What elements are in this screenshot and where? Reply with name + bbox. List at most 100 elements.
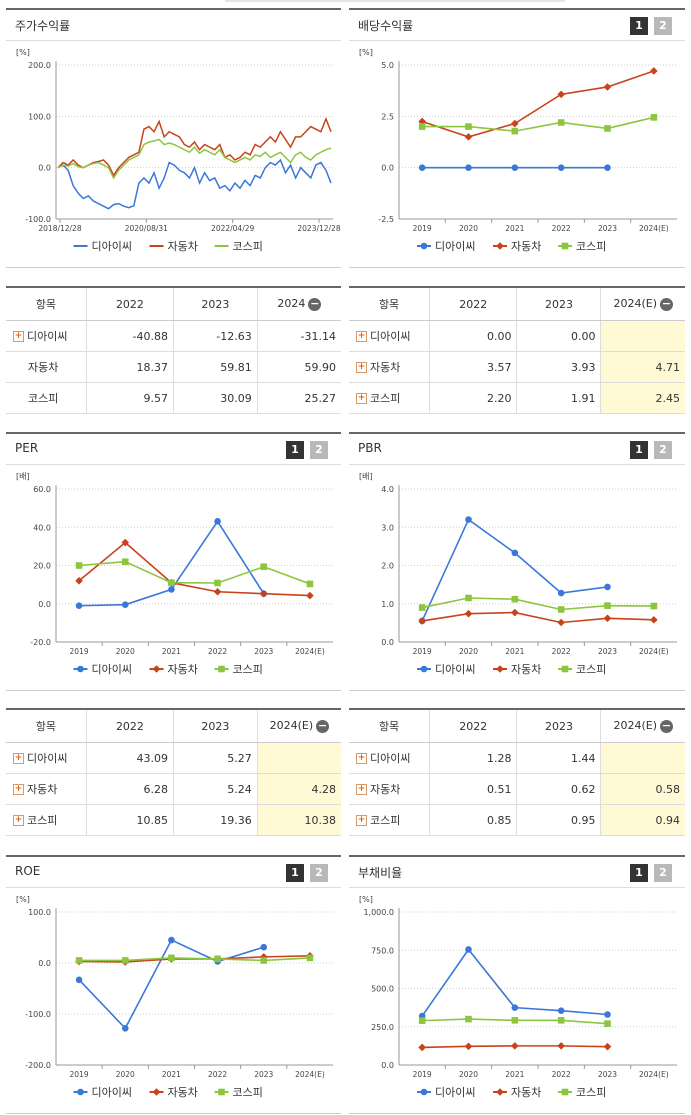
point-코스피	[511, 1017, 519, 1024]
value-cell: 3.57	[429, 351, 517, 383]
series-line-코스피	[79, 957, 310, 962]
row-name: 자동차	[370, 783, 401, 796]
point-코스피	[511, 127, 519, 135]
point-코스피	[604, 125, 611, 132]
column-header: 항목	[349, 288, 430, 321]
legend-label: 자동차	[168, 240, 198, 253]
column-header-label: 2022	[459, 297, 488, 311]
row-label-cell: + 자동차	[349, 773, 430, 805]
expand-plus-icon[interactable]: +	[356, 392, 367, 404]
expand-plus-icon[interactable]: +	[13, 783, 24, 795]
x-tick-label: 2018/12/28	[38, 224, 81, 233]
dividend-yield-plot: [%] 5.0 2.5 0.0 -2.5 2019 2020 2021 2022 2023 2024…	[359, 48, 677, 253]
collapse-minus-icon[interactable]: −	[660, 718, 673, 733]
column-header: 2022	[429, 288, 517, 321]
x-tick-label: 2022/04/29	[211, 224, 254, 233]
row-label-cell: 자동차	[6, 351, 87, 383]
legend-label: 디아이씨	[92, 1086, 132, 1099]
x-tick-label: 2019	[413, 647, 432, 656]
legend-marker	[218, 665, 225, 673]
point-디아이씨	[511, 1004, 519, 1011]
legend-marker	[77, 1088, 84, 1096]
y-unit-label: [%]	[16, 48, 30, 57]
table-row: 코스피 9.57 30.09 25.27	[6, 382, 341, 414]
y-tick-label: 0.0	[381, 164, 394, 173]
x-tick-label: 2022	[208, 647, 227, 656]
expand-plus-icon[interactable]: +	[13, 814, 24, 826]
page-2-button[interactable]: 2	[310, 864, 328, 882]
x-tick-label: 2020	[459, 1070, 478, 1079]
dividend-table: 항목 2022 2023 2024(E) − + 디아이씨 0.00 0.00 + 자동차 3.57 3…	[349, 286, 685, 414]
legend-label: 자동차	[168, 1086, 198, 1099]
table-row: + 디아이씨 43.09 5.27	[6, 742, 341, 774]
point-코스피	[168, 954, 175, 962]
point-자동차	[557, 1042, 565, 1050]
point-디아이씨	[75, 976, 83, 984]
page-1-button[interactable]: 1	[630, 441, 648, 459]
point-코스피	[465, 594, 472, 602]
row-label-cell: + 디아이씨	[6, 742, 87, 774]
collapse-minus-icon[interactable]: −	[316, 718, 330, 733]
value-cell: 30.09	[172, 382, 258, 414]
series-line-코스피	[79, 560, 311, 585]
pbr-table: 항목 2022 2023 2024(E) − + 디아이씨 1.28 1.44 + 자동차 0.51 0…	[349, 708, 685, 836]
page-1-button[interactable]: 1	[630, 17, 648, 35]
point-자동차	[464, 133, 473, 141]
value-cell: 0.00	[429, 320, 517, 352]
legend-label: 코스피	[576, 1086, 606, 1099]
page-2-button[interactable]: 2	[310, 441, 328, 459]
expand-plus-icon[interactable]: +	[356, 330, 367, 342]
pbr-table-grid: 항목 2022 2023 2024(E) − + 디아이씨 1.28 1.44 + 자동차 0.51 0…	[349, 710, 685, 836]
debt-ratio-chart-panel: 부채비율 1 2 [%] 1,000.0 750.0 500.0 250.0 0.0 2019 20…	[349, 855, 685, 1114]
expand-plus-icon[interactable]: +	[356, 814, 367, 826]
column-header-label: 2023	[544, 719, 573, 733]
y-tick-label: 0.0	[38, 959, 51, 968]
point-디아이씨	[465, 946, 472, 953]
point-자동차	[418, 1043, 426, 1052]
point-디아이씨	[418, 164, 426, 171]
expand-plus-icon[interactable]: +	[13, 330, 24, 342]
page-1-button[interactable]: 1	[286, 864, 304, 882]
page-2-button[interactable]: 2	[654, 441, 672, 459]
collapse-minus-icon[interactable]: −	[308, 296, 322, 311]
row-name: 코스피	[370, 392, 401, 405]
expand-plus-icon[interactable]: +	[356, 783, 367, 795]
point-코스피	[121, 957, 129, 964]
row-label-cell: + 코스피	[6, 804, 87, 836]
page-2-button[interactable]: 2	[654, 864, 672, 882]
point-코스피	[557, 119, 565, 126]
column-header-label: 2022	[115, 719, 144, 733]
dividend-yield-chart-panel: 배당수익률 1 2 [%] 5.0 2.5 0.0 -2.5 2019 2020 2021 2022 2…	[349, 8, 685, 268]
expand-plus-icon[interactable]: +	[356, 361, 367, 373]
legend-marker	[561, 1088, 569, 1096]
point-디아이씨	[121, 601, 129, 609]
page-2-button[interactable]: 2	[654, 17, 672, 35]
legend-label: 코스피	[233, 663, 263, 676]
collapse-minus-icon[interactable]: −	[660, 296, 673, 311]
y-tick-label: 2.0	[381, 562, 394, 571]
value-cell: 0.94	[600, 804, 685, 836]
value-cell: 5.27	[172, 742, 258, 774]
x-tick-label: 2023	[598, 224, 617, 233]
column-header: 2022	[429, 710, 517, 743]
x-tick-label: 2019	[70, 647, 89, 656]
stock-return-table-grid: 항목 2022 2023 2024− + 디아이씨 -40.88 -12.63 -31.14 자동…	[6, 288, 341, 414]
x-tick-label: 2019	[413, 224, 432, 233]
point-코스피	[465, 1015, 472, 1023]
value-cell: 1.28	[429, 742, 517, 774]
page-1-button[interactable]: 1	[286, 441, 304, 459]
table-row: + 디아이씨 -40.88 -12.63 -31.14	[6, 320, 341, 352]
column-header: 2023	[516, 288, 601, 321]
page-1-button[interactable]: 1	[630, 864, 648, 882]
x-tick-label: 2021	[505, 647, 524, 656]
column-header-label: 항목	[35, 720, 57, 733]
expand-plus-icon[interactable]: +	[356, 752, 367, 764]
legend-label: 디아이씨	[92, 240, 132, 253]
value-cell: 59.90	[256, 351, 341, 383]
roe-plot: [%] 100.0 0.0 -100.0 -200.0 2019 2020 2021 2022 2…	[16, 895, 333, 1099]
point-코스피	[306, 580, 314, 588]
expand-plus-icon[interactable]: +	[13, 752, 24, 764]
point-자동차	[603, 614, 612, 623]
column-header-label: 2022	[115, 297, 144, 311]
chart-title: 주가수익률	[15, 19, 71, 33]
